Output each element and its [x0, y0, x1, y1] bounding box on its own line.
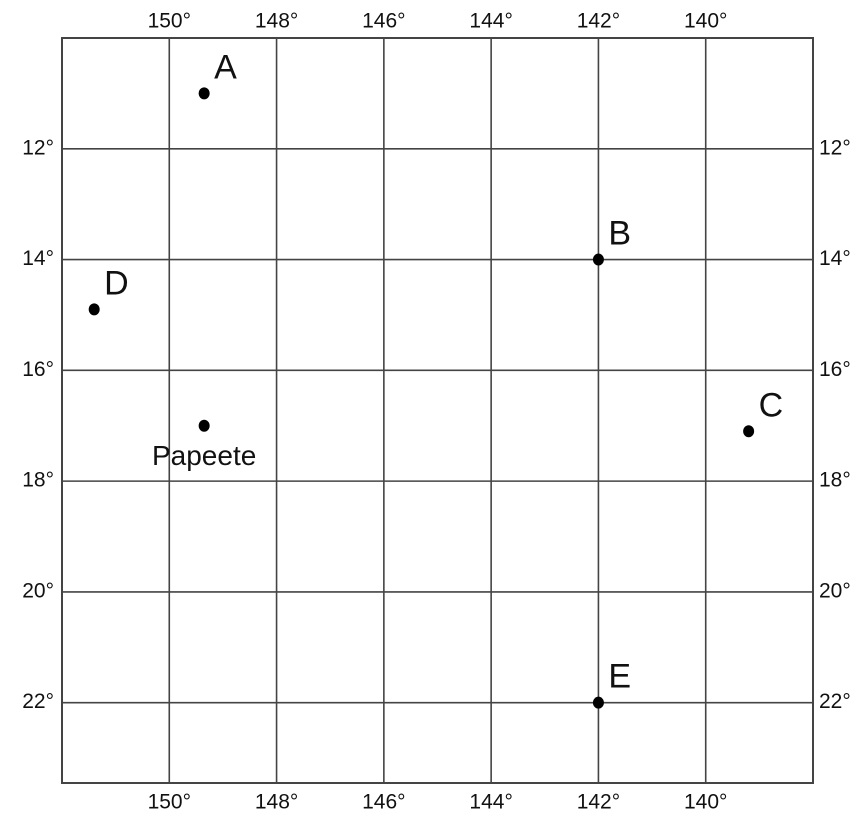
- lon-label-bottom: 140°: [684, 791, 727, 814]
- lat-label-left: 22°: [22, 690, 54, 713]
- lon-label-top: 144°: [469, 10, 512, 33]
- lat-label-left: 12°: [22, 136, 54, 159]
- map-frame: [61, 37, 814, 784]
- location-dot: [592, 253, 604, 266]
- lat-label-left: 16°: [22, 358, 54, 381]
- lon-label-bottom: 142°: [577, 791, 620, 814]
- lon-label-top: 146°: [362, 10, 405, 33]
- location-label: B: [608, 215, 631, 253]
- lon-label-bottom: 144°: [469, 791, 512, 814]
- lat-label-right: 20°: [819, 579, 851, 602]
- lat-label-left: 20°: [22, 579, 54, 602]
- lat-label-right: 22°: [819, 690, 851, 713]
- lon-label-top: 140°: [684, 10, 727, 33]
- location-dot: [198, 419, 210, 432]
- location-label: Papeete: [152, 440, 256, 471]
- lat-label-right: 14°: [819, 247, 851, 270]
- location-dot: [198, 87, 210, 100]
- lat-label-left: 14°: [22, 247, 54, 270]
- lat-label-left: 18°: [22, 469, 54, 492]
- lon-label-bottom: 148°: [255, 791, 298, 814]
- lon-label-top: 142°: [577, 10, 620, 33]
- location-dot: [592, 696, 604, 709]
- lon-label-bottom: 146°: [362, 791, 405, 814]
- lon-label-top: 150°: [148, 10, 191, 33]
- location-label: D: [104, 264, 129, 302]
- lat-label-right: 16°: [819, 358, 851, 381]
- location-label: A: [214, 48, 237, 86]
- location-label: E: [608, 658, 631, 696]
- lat-label-right: 18°: [819, 469, 851, 492]
- location-dot: [88, 303, 100, 316]
- lat-label-right: 12°: [819, 136, 851, 159]
- lon-label-bottom: 150°: [148, 791, 191, 814]
- location-dot: [743, 425, 755, 438]
- location-label: C: [759, 386, 784, 424]
- lon-label-top: 148°: [255, 10, 298, 33]
